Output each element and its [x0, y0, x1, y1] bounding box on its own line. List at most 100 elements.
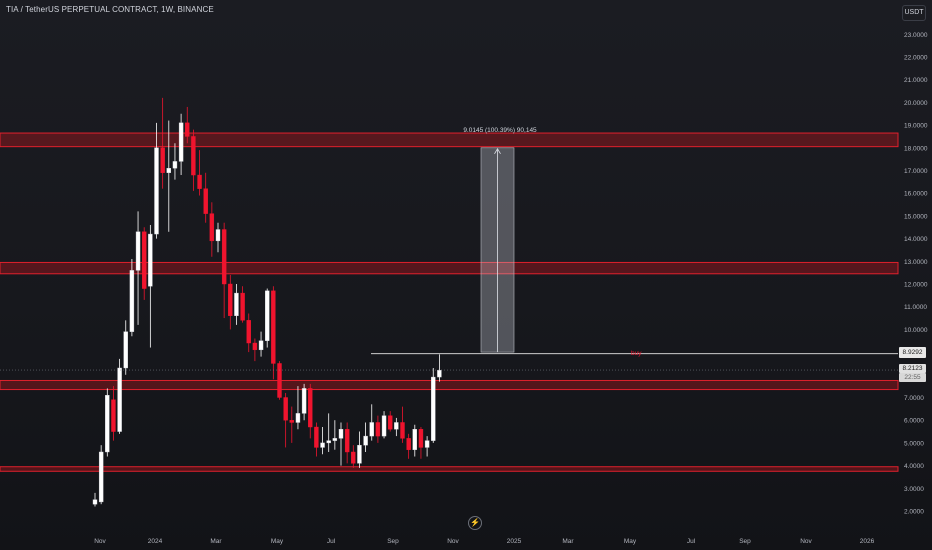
y-tick-label: 22.0000	[904, 55, 928, 62]
candle	[424, 440, 430, 448]
buy-label: buy	[631, 350, 642, 357]
time-axis: Nov 2024 Mar May Jul Sep Nov 2025 Mar May Jul Sep No…	[94, 538, 874, 545]
candle	[400, 422, 405, 439]
candle	[394, 422, 399, 430]
measure-arrow-head	[494, 148, 501, 155]
candle	[344, 429, 350, 453]
y-tick-label: 16.0000	[904, 191, 928, 198]
candle	[314, 426, 319, 448]
candle	[258, 340, 264, 351]
candle	[209, 213, 215, 242]
y-tick-label: 6.0000	[904, 418, 924, 425]
x-tick-label: Mar	[562, 538, 574, 545]
y-tick-label: 3.0000	[904, 486, 924, 493]
measure-label: 9.0145 (100.39%) 90,145	[463, 127, 537, 134]
y-tick-label: 12.0000	[904, 282, 928, 289]
candle	[166, 168, 172, 173]
candle	[308, 388, 313, 428]
lightning-icon[interactable]: ⚡	[468, 516, 482, 530]
y-tick-label: 18.0000	[904, 145, 928, 152]
candle	[111, 399, 116, 432]
y-tick-label: 11.0000	[904, 304, 927, 311]
candle	[197, 174, 202, 189]
candle	[135, 231, 141, 271]
candle	[123, 331, 128, 369]
candle	[172, 161, 178, 169]
y-tick-label: 20.0000	[904, 100, 928, 107]
candle	[437, 370, 442, 378]
countdown-tag: 22:55	[899, 373, 926, 382]
candle	[369, 422, 374, 437]
candle	[252, 342, 258, 351]
buy-price-tag: 8.9292	[899, 347, 926, 358]
currency-button[interactable]: USDT	[902, 5, 926, 21]
resistance-zone[interactable]	[0, 379, 899, 391]
y-tick-label: 19.0000	[904, 123, 928, 130]
resistance-zones	[0, 132, 899, 472]
candle	[363, 435, 368, 446]
y-tick-label: 13.0000	[904, 259, 928, 266]
y-tick-label: 14.0000	[904, 236, 928, 243]
y-tick-label: 23.0000	[904, 32, 928, 39]
x-tick-label: 2024	[148, 538, 163, 545]
candle	[203, 188, 208, 214]
candle	[289, 420, 294, 423]
price-axis: 23.0000 22.0000 21.0000 20.0000 19.0000 18.00…	[904, 32, 928, 516]
candle	[98, 451, 104, 503]
x-tick-label: Nov	[94, 538, 106, 545]
candle	[148, 233, 153, 287]
candle	[105, 395, 110, 453]
candle	[265, 290, 270, 341]
x-tick-label: May	[624, 538, 637, 545]
candle	[381, 415, 387, 437]
candle	[301, 388, 307, 414]
y-tick-label: 4.0000	[904, 463, 924, 470]
x-tick-label: Nov	[800, 538, 812, 545]
y-tick-label: 15.0000	[904, 213, 928, 220]
measure-tool	[480, 147, 515, 353]
candle	[191, 136, 196, 176]
x-tick-label: May	[271, 538, 284, 545]
resistance-zone[interactable]	[0, 261, 899, 275]
x-tick-label: Nov	[447, 538, 459, 545]
y-tick-label: 17.0000	[904, 168, 928, 175]
candle	[185, 122, 190, 137]
candle	[326, 440, 331, 444]
candle	[215, 229, 221, 242]
candle	[338, 429, 344, 439]
candle	[117, 367, 122, 432]
x-tick-label: Jul	[327, 538, 336, 545]
candle	[92, 499, 98, 505]
candle	[271, 290, 276, 364]
x-tick-label: Jul	[687, 538, 696, 545]
candle	[418, 429, 424, 448]
candle	[240, 292, 245, 321]
candle	[154, 147, 159, 235]
candle	[320, 442, 325, 448]
last-price-tag: 8.2123	[899, 364, 926, 373]
y-tick-label: 5.0000	[904, 440, 924, 447]
candle	[412, 429, 417, 450]
candle	[246, 320, 251, 344]
candle	[295, 413, 301, 423]
candle	[178, 122, 184, 162]
x-tick-label: Mar	[210, 538, 222, 545]
candle	[160, 147, 165, 173]
candle	[141, 231, 147, 289]
y-tick-label: 2.0000	[904, 509, 924, 516]
candle	[234, 292, 239, 316]
horizontal-lines	[0, 353, 898, 371]
resistance-zone[interactable]	[0, 466, 899, 472]
y-tick-label: 10.0000	[904, 327, 928, 334]
y-tick-label: 7.0000	[904, 395, 924, 402]
chart-title: TIA / TetherUS PERPETUAL CONTRACT, 1W, B…	[6, 5, 214, 14]
x-tick-label: 2026	[860, 538, 875, 545]
candle	[129, 270, 135, 332]
candle	[228, 283, 233, 316]
candle	[375, 422, 381, 437]
resistance-zone[interactable]	[0, 132, 899, 148]
candle	[406, 438, 411, 450]
candle	[431, 376, 436, 441]
y-tick-label: 21.0000	[904, 77, 928, 84]
